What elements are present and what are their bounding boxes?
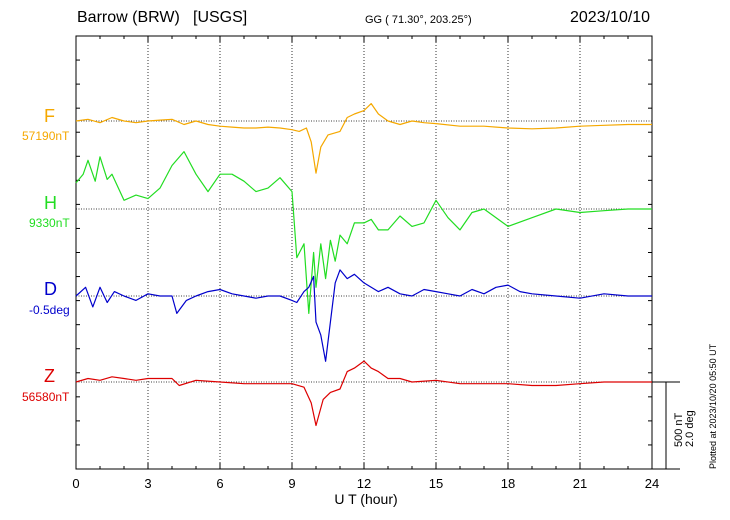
series-line-d — [75, 269, 652, 362]
date-label: 2023/10/10 — [570, 9, 651, 26]
source-label: [USGS] — [193, 9, 248, 26]
x-tick-label: 3 — [144, 476, 152, 491]
x-tick-label: 12 — [356, 476, 372, 491]
station-title: Barrow (BRW) — [77, 9, 180, 26]
channel-label-f: F — [44, 106, 55, 126]
plotted-at-note: Plotted at 2023/10/20 05:50 UT — [708, 343, 718, 469]
x-tick-label: 24 — [644, 476, 660, 491]
channel-baseline-h: 9330nT — [29, 216, 70, 230]
channel-label-h: H — [44, 193, 57, 213]
scale-deg-label: 2.0 deg — [684, 410, 696, 447]
x-tick-label: 15 — [428, 476, 444, 491]
x-tick-label: 21 — [572, 476, 588, 491]
x-tick-label: 9 — [288, 476, 296, 491]
series-line-f — [75, 102, 652, 174]
channel-baseline-d: -0.5deg — [29, 303, 70, 317]
coordinates-label: GG ( 71.30°, 203.25°) — [365, 14, 472, 26]
channel-label-d: D — [44, 279, 57, 299]
x-tick-label: 6 — [216, 476, 224, 491]
channel-baseline-f: 57190nT — [22, 129, 70, 143]
x-tick-label: 18 — [500, 476, 516, 491]
x-tick-label: 0 — [72, 476, 80, 491]
channel-label-z: Z — [44, 366, 55, 386]
channel-baseline-z: 56580nT — [22, 390, 70, 404]
x-axis-title: U T (hour) — [334, 491, 398, 507]
series-line-z — [75, 360, 652, 427]
series-line-h — [75, 151, 652, 314]
